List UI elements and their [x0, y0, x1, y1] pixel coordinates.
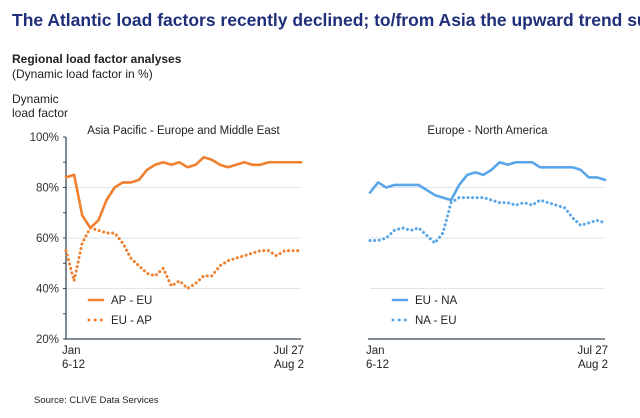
x-tick-label: 6-12: [366, 359, 389, 371]
x-tick-label: Jul 27: [577, 345, 608, 357]
x-tick-label: Jan: [366, 345, 385, 357]
chart-panel-2: Europe - North America Jan 6-12 Jul 27 Aug 2…: [366, 125, 608, 371]
y-tick-label: 40%: [36, 284, 59, 296]
slide-title: The Atlantic load factors recently decli…: [12, 10, 640, 30]
series-line-eu-na: [368, 160, 607, 202]
subtitle: Regional load factor analyses: [12, 52, 182, 66]
y-tick-label: 80%: [36, 183, 59, 195]
legend-label: EU - AP: [111, 315, 152, 327]
legend-label: EU - NA: [415, 295, 458, 307]
x-tick-label: Jan: [62, 345, 81, 357]
x-tick-label: 6-12: [62, 359, 85, 371]
y-tick-label: 100%: [30, 132, 59, 144]
subtitle-note: (Dynamic load factor in %): [12, 67, 153, 81]
chart-panel-1: 20% 40% 60% 80% 100% Asia Pacific - Europe an…: [30, 125, 304, 371]
series-line-eu-ap: [64, 226, 303, 290]
source-note: Source: CLIVE Data Services: [34, 395, 159, 406]
legend-label: NA - EU: [415, 315, 457, 327]
legend-label: AP - EU: [111, 295, 152, 307]
series-line-ap-eu: [64, 155, 303, 230]
panel-title: Asia Pacific - Europe and Middle East: [87, 125, 280, 137]
y-axis-label-line1: Dynamic: [12, 92, 59, 106]
y-tick-label: 20%: [36, 334, 59, 346]
x-tick-label: Aug 2: [274, 359, 304, 371]
y-tick-label: 60%: [36, 233, 59, 245]
y-axis-label-line2: load factor: [12, 106, 69, 120]
x-tick-label: Aug 2: [578, 359, 608, 371]
series-line-na-eu: [368, 196, 607, 245]
panel-title: Europe - North America: [427, 125, 548, 137]
x-tick-label: Jul 27: [273, 345, 304, 357]
